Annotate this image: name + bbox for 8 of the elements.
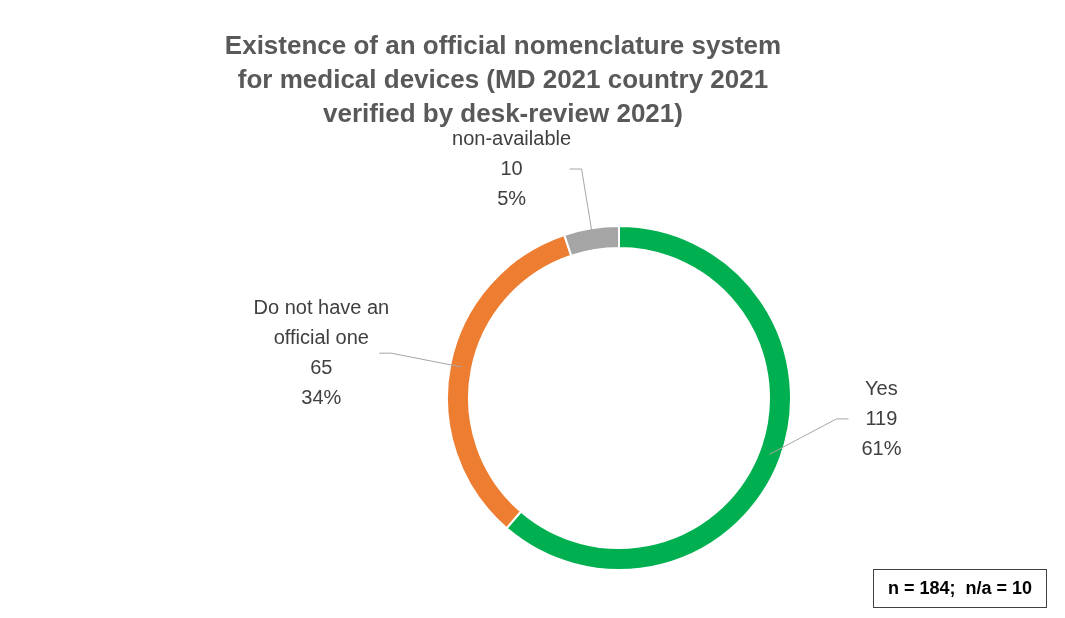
text: n = 184; n/a = 10 xyxy=(872,569,1047,608)
slice-label: non-available xyxy=(452,127,572,150)
chart-title: Existence of an official nomenclature system for medical devices (MD 2021 country 2021 verified by desk-review 2021) xyxy=(223,29,783,130)
data-label: 65 34% xyxy=(301,356,342,409)
slice-label: Do not have an official one xyxy=(253,296,390,349)
data-label: 119 61% xyxy=(861,406,902,459)
slice-label: Yes xyxy=(865,376,898,399)
data-label: 10 5% xyxy=(497,157,527,210)
